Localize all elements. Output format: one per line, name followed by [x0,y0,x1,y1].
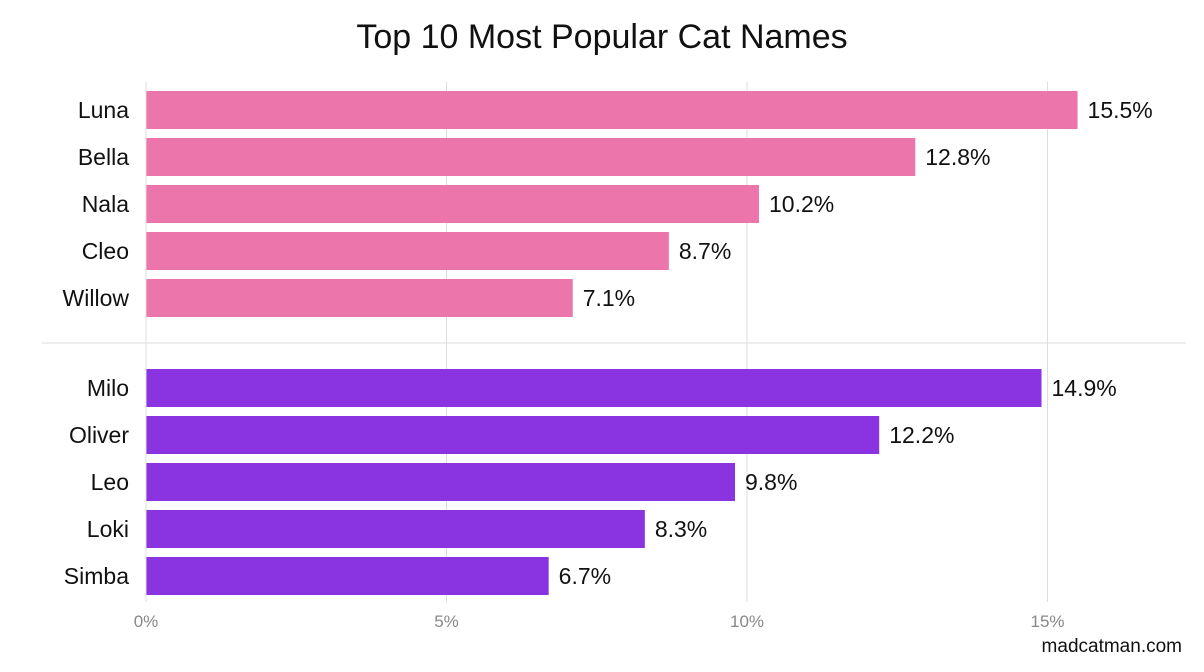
x-tick-label: 5% [434,612,459,631]
category-label: Oliver [69,422,129,448]
data-label: 8.7% [679,238,731,264]
data-label: 14.9% [1051,375,1116,401]
category-label: Bella [78,144,129,170]
data-label: 15.5% [1088,97,1153,123]
x-tick-label: 10% [730,612,764,631]
category-label: Willow [63,285,130,311]
data-label: 12.2% [889,422,954,448]
source-label: madcatman.com [1041,636,1182,657]
data-label: 10.2% [769,191,834,217]
category-label: Nala [82,191,130,217]
bar [146,232,669,270]
data-label: 8.3% [655,516,707,542]
category-label: Loki [87,516,129,542]
bar [146,510,645,548]
bar [146,557,549,595]
data-label: 7.1% [583,285,635,311]
bar [146,279,573,317]
bar [146,91,1078,129]
data-label: 9.8% [745,469,797,495]
bar [146,416,880,454]
category-label: Cleo [82,238,129,264]
category-label: Leo [91,469,129,495]
category-label: Milo [87,375,129,401]
bar [146,369,1042,407]
data-label: 12.8% [925,144,990,170]
bar [146,185,760,223]
x-tick-label: 0% [134,612,159,631]
category-label: Simba [64,563,129,589]
bar [146,138,916,176]
category-label: Luna [78,97,129,123]
data-label: 6.7% [559,563,611,589]
bar [146,463,735,501]
x-tick-label: 15% [1030,612,1064,631]
chart-title: Top 10 Most Popular Cat Names [356,18,848,56]
